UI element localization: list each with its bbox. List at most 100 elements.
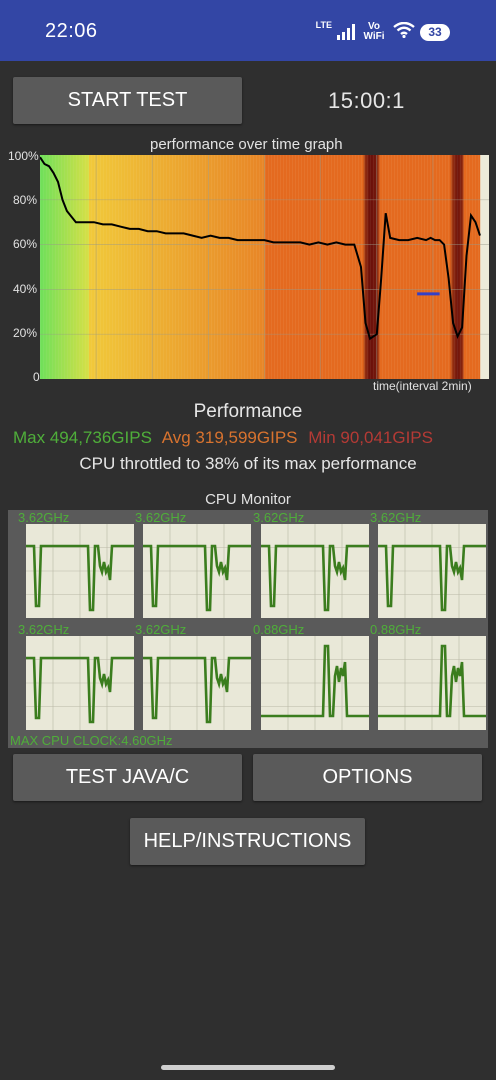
heat-strip [370,155,372,379]
heat-strip [109,155,111,379]
heat-strip [118,155,120,379]
heat-strip [59,155,61,379]
heat-strip [50,155,52,379]
heat-strip [331,155,333,379]
heat-strip [437,155,439,379]
heat-strip [222,155,224,379]
heat-strip [54,155,56,379]
heat-strip [473,155,475,379]
graph-title: performance over time graph [150,136,343,153]
heat-strip [238,155,240,379]
heat-strip [364,155,366,379]
heat-strip [458,155,460,379]
heat-strip [474,155,476,379]
heat-strip [476,155,478,379]
heat-strip [389,155,391,379]
heat-strip [277,155,279,379]
cpu-core-7: 0.88GHz [251,622,369,730]
heat-strip [75,155,77,379]
test-java-c-button[interactable]: TEST JAVA/C [13,754,242,801]
heat-strip [287,155,289,379]
vowifi-text: Vo WiFi [363,21,385,42]
heat-strip [394,155,396,379]
heat-strip [371,155,373,379]
heat-strip [383,155,385,379]
heat-strip [102,155,104,379]
core-usage-graph [143,524,251,618]
heat-strip [415,155,417,379]
heat-strip [127,155,129,379]
heat-strip [427,155,429,379]
heat-strip [262,155,264,379]
heat-strip [157,155,159,379]
heat-strip [101,155,103,379]
heat-strip [342,155,344,379]
core-usage-line [143,544,251,612]
heat-strip [452,155,454,379]
heat-strip [267,155,269,379]
heat-strip [403,155,405,379]
heat-strip [478,155,480,379]
heat-strip [289,155,291,379]
max-cpu-clock: MAX CPU CLOCK:4.60GHz [10,733,173,748]
heat-strip [340,155,342,379]
heat-strip [416,155,418,379]
heat-strip [244,155,246,379]
heat-strip [281,155,283,379]
signal-bars-icon [337,24,355,40]
heat-strip [142,155,144,379]
heat-strip [310,155,312,379]
heat-strip [119,155,121,379]
heat-strip [231,155,233,379]
heat-strip [282,155,284,379]
heat-strip [397,155,399,379]
heat-strip [84,155,86,379]
heat-strip [103,155,105,379]
heat-strip [422,155,424,379]
start-test-button[interactable]: START TEST [13,77,242,124]
heat-strip [74,155,76,379]
heat-strip [258,155,260,379]
heat-strip [304,155,306,379]
heat-strip [70,155,72,379]
heat-strip [136,155,138,379]
heat-strip [79,155,81,379]
avg-gips: Avg 319,599GIPS [161,428,298,447]
heat-strip [399,155,401,379]
heat-strip [374,155,376,379]
heat-strip [106,155,108,379]
heat-strip [182,155,184,379]
heat-strip [218,155,220,379]
heat-strip [68,155,70,379]
heat-strip [245,155,247,379]
heat-strip [151,155,153,379]
heat-strip [278,155,280,379]
heat-strip [204,155,206,379]
heat-strip [286,155,288,379]
heat-strip [353,155,355,379]
heat-strip [95,155,97,379]
x-axis-label: time(interval 2min) [373,379,472,393]
heat-strip [451,155,453,379]
core-frequency: 3.62GHz [253,510,305,525]
heat-strip [167,155,169,379]
heat-strip [217,155,219,379]
heat-strip [229,155,231,379]
heat-strip [122,155,124,379]
heat-strip [98,155,100,379]
heat-strip [63,155,65,379]
help-instructions-button[interactable]: HELP/INSTRUCTIONS [130,818,365,865]
home-indicator[interactable] [161,1065,335,1070]
heat-strip [246,155,248,379]
options-button[interactable]: OPTIONS [253,754,482,801]
heat-strip [193,155,195,379]
heat-strip [189,155,191,379]
heat-strip [380,155,382,379]
heat-strip [45,155,47,379]
heat-strip [346,155,348,379]
heat-strip [297,155,299,379]
core-frequency: 3.62GHz [135,510,187,525]
heat-strip [272,155,274,379]
heat-strip [202,155,204,379]
heat-strip [131,155,133,379]
